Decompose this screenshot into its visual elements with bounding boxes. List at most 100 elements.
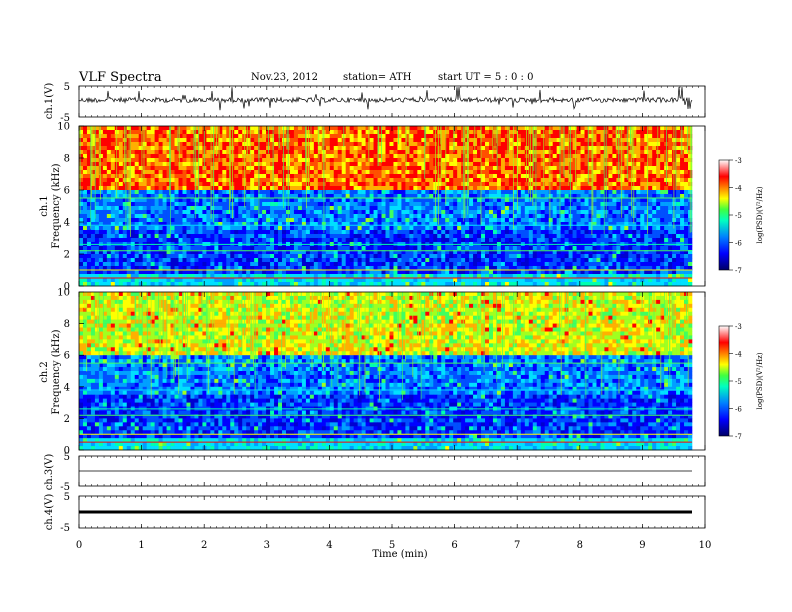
spectrogram-cell	[592, 154, 597, 159]
spectrogram-cell	[465, 246, 470, 251]
spectrogram-cell	[301, 210, 307, 215]
spectrogram-cell	[206, 154, 211, 159]
spectrogram-cell	[668, 250, 673, 255]
spectrogram-cell	[106, 214, 112, 219]
spectrogram-cell	[453, 230, 458, 235]
spectrogram-cell	[142, 218, 147, 223]
spectrogram-cell	[182, 126, 187, 131]
spectrogram-cell	[266, 246, 271, 251]
spectrogram-cell	[624, 150, 629, 155]
spectrogram-cell	[656, 146, 661, 151]
spectrogram-cell	[409, 162, 414, 167]
spectrogram-cell	[389, 142, 394, 147]
spectrogram-cell	[536, 162, 542, 167]
spectrogram-cell	[576, 206, 581, 211]
spectrogram-cell	[333, 230, 339, 235]
spectrogram-cell	[166, 170, 171, 175]
spectrogram-cell	[477, 138, 482, 143]
spectrogram-cell	[664, 238, 669, 243]
spectrogram-cell	[345, 194, 350, 199]
spectrogram-cell	[496, 166, 502, 171]
spectrogram-cell	[512, 230, 518, 235]
spectrogram-cell	[477, 170, 482, 175]
spectrogram-cell	[138, 146, 143, 151]
spectrogram-cell	[544, 150, 549, 155]
spectrogram-cell	[481, 202, 486, 207]
spectrogram-cell	[481, 126, 486, 131]
spectrogram-cell	[628, 214, 633, 219]
spectrogram-cell	[469, 146, 474, 151]
spectrogram-cell	[258, 238, 263, 243]
spectrogram-cell	[182, 210, 187, 215]
spectrogram-cell	[349, 174, 354, 179]
spectrogram-cell	[508, 166, 514, 171]
spectrogram-cell	[98, 190, 104, 195]
spectrogram-cell	[580, 130, 585, 135]
spectrogram-cell	[644, 226, 649, 231]
spectrogram-cell	[512, 138, 518, 143]
spectrogram-cell	[130, 166, 136, 171]
spectrogram-cell	[512, 206, 518, 211]
spectrogram-cell	[520, 154, 526, 159]
spectrogram-cell	[258, 226, 263, 231]
spectrogram-cell	[317, 190, 323, 195]
spectrogram-cell	[536, 166, 542, 171]
spectrogram-cell	[353, 218, 358, 223]
spectrogram-cell	[150, 222, 155, 227]
spectrogram-cell	[600, 178, 605, 183]
spectrogram-cell	[369, 250, 374, 255]
spectrogram-cell	[206, 126, 211, 131]
spectrogram-cell	[106, 166, 112, 171]
spectrogram-cell	[79, 230, 84, 235]
spectrogram-cell	[389, 150, 394, 155]
spectrogram-cell	[98, 130, 104, 135]
spectrogram-cell	[186, 250, 191, 255]
spectrogram-cell	[154, 150, 159, 155]
spectrogram-cell	[401, 178, 406, 183]
spectrogram-cell	[329, 146, 335, 151]
spectrogram-cell	[365, 246, 370, 251]
spectrogram-cell	[560, 142, 565, 147]
spectrogram-cell	[381, 202, 386, 207]
spectrogram-cell	[393, 186, 398, 191]
spectrogram-cell	[214, 162, 219, 167]
spectrogram-cell	[150, 162, 155, 167]
spectrogram-cell	[437, 234, 442, 239]
spectrogram-cell	[624, 214, 629, 219]
spectrogram-cell	[417, 226, 422, 231]
spectrogram-cell	[289, 234, 295, 239]
spectrogram-cell	[250, 246, 255, 251]
spectrogram-cell	[401, 214, 406, 219]
spectrogram-cell	[353, 202, 358, 207]
spectrogram-cell	[190, 194, 195, 199]
spectrogram-cell	[540, 142, 546, 147]
spectrogram-cell	[496, 130, 502, 135]
spectrogram-cell	[82, 146, 88, 151]
spectrogram-cell	[238, 174, 243, 179]
spectrogram-cell	[377, 198, 382, 203]
spectrogram-cell	[552, 170, 557, 175]
spectrogram-cell	[110, 198, 116, 203]
spectrogram-cell	[345, 210, 350, 215]
spectrogram-cell	[146, 142, 151, 147]
spectrogram-cell	[138, 158, 143, 163]
spectrogram-cell	[301, 250, 307, 255]
spectrogram-cell	[98, 206, 104, 211]
spectrogram-cell	[552, 206, 557, 211]
spectrogram-cell	[660, 210, 665, 215]
spectrogram-cell	[349, 226, 354, 231]
spectrogram-cell	[425, 246, 430, 251]
spectrogram-cell	[357, 198, 362, 203]
spectrogram-cell	[150, 226, 155, 231]
spectrogram-cell	[680, 210, 685, 215]
spectrogram-cell	[377, 234, 382, 239]
spectrogram-cell	[178, 158, 183, 163]
spectrogram-cell	[524, 162, 530, 167]
spectrogram-cell	[198, 254, 203, 259]
spectrogram-cell	[413, 234, 418, 239]
spectrogram-cell	[222, 146, 227, 151]
spectrogram-cell	[664, 210, 669, 215]
spectrogram-cell	[178, 130, 183, 135]
spectrogram-cell	[504, 178, 510, 183]
spectrogram-cell	[488, 222, 494, 227]
